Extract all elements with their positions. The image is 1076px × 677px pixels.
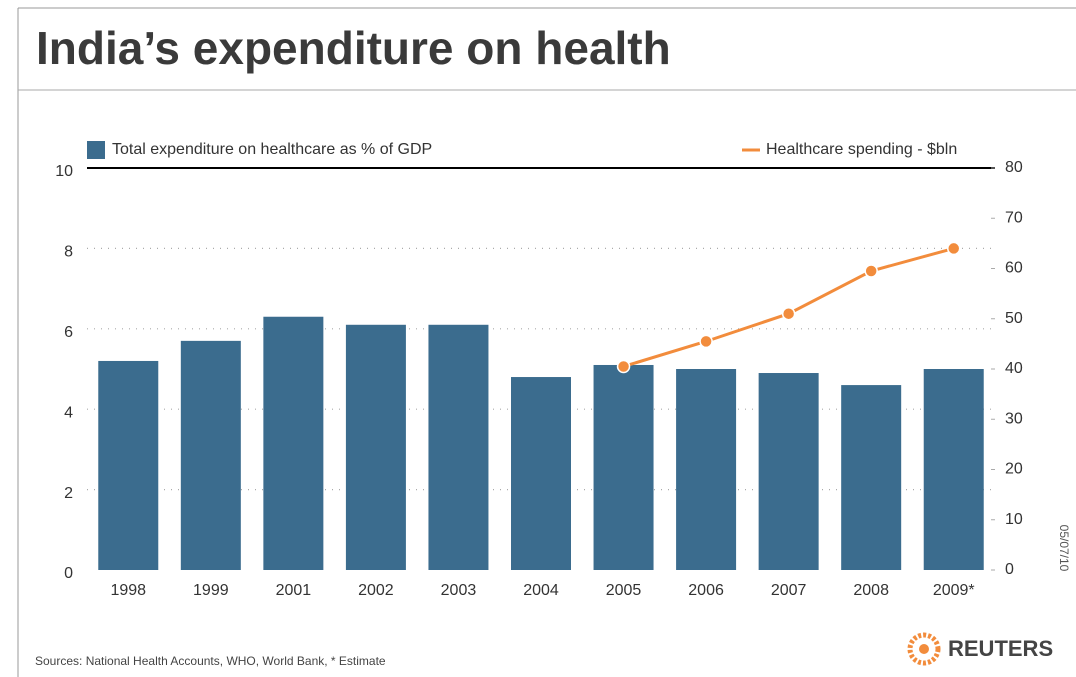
x-tick-label: 1999 [193,582,229,599]
y-tick-label: 10 [55,163,73,180]
y-tick-label: 0 [64,565,73,582]
line-point [946,241,961,256]
legend-label: Healthcare spending - $bln [766,141,957,158]
x-tick-label: 2004 [523,582,559,599]
y2-tick-label: 30 [1005,410,1023,427]
y2-tick-label: 50 [1005,310,1023,327]
line-point [616,359,631,374]
x-tick-label: 2009* [933,582,975,599]
legend-label: Total expenditure on healthcare as % of … [112,141,432,158]
legend-swatch [87,141,105,159]
x-tick-label: 2008 [853,582,889,599]
chart-title: India’s expenditure on health [36,22,671,74]
line-point [864,264,878,278]
x-tick-label: 2003 [441,582,477,599]
y-tick-label: 8 [64,244,73,261]
bar [180,340,241,570]
x-tick-label: 2002 [358,582,394,599]
y-tick-label: 6 [64,324,73,341]
bar [263,316,324,570]
x-tick-label: 2005 [606,582,642,599]
line-point [781,306,796,321]
bar [758,373,819,570]
y2-tick-label: 60 [1005,260,1023,277]
bar [428,324,489,570]
bar [593,364,654,570]
x-tick-label: 2006 [688,582,724,599]
x-tick-label: 2007 [771,582,807,599]
logo-icon [907,632,941,666]
y2-tick-label: 40 [1005,360,1023,377]
date-stamp: 05/07/10 [1057,525,1071,572]
bar [345,324,406,570]
y-tick-label: 2 [64,485,73,502]
line-point [699,334,713,349]
bar [923,369,984,570]
bar [98,360,159,570]
source-note: Sources: National Health Accounts, WHO, … [35,654,386,668]
y2-tick-label: 70 [1005,209,1023,226]
x-tick-label: 2001 [276,582,312,599]
bar [511,377,571,570]
reuters-logo [907,632,941,666]
bar [841,385,902,570]
logo-icon-center [919,644,929,654]
y2-tick-label: 0 [1005,561,1014,578]
credit: REUTERS [948,636,1053,661]
bar [676,369,737,570]
x-tick-label: 1998 [110,582,146,599]
y2-tick-label: 10 [1005,511,1023,528]
y2-tick-label: 20 [1005,461,1023,478]
y2-tick-label: 80 [1005,159,1023,176]
y-tick-label: 4 [64,404,73,421]
